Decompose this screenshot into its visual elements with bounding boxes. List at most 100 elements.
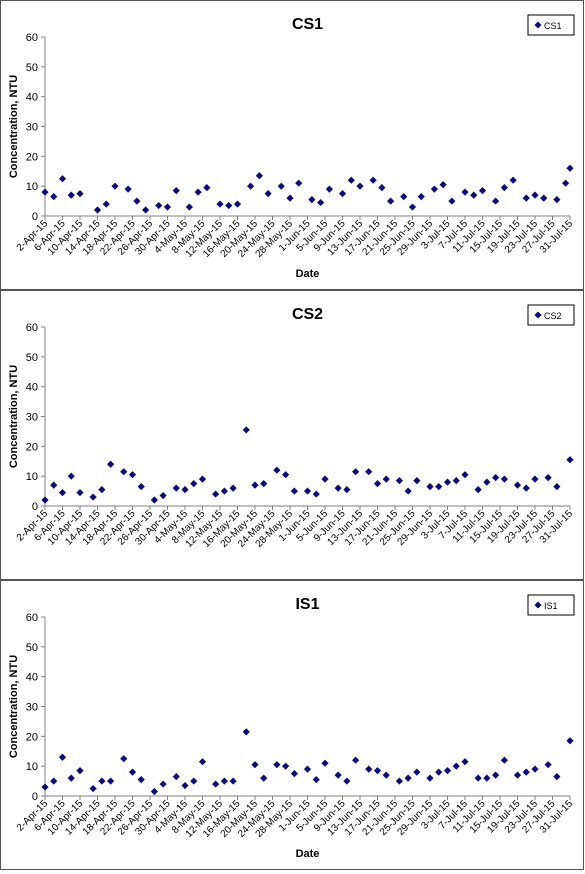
legend: IS1 — [527, 594, 575, 616]
x-axis-title: Date — [296, 848, 320, 860]
data-point — [522, 768, 530, 776]
data-point — [172, 484, 180, 492]
y-tick-label: 60 — [26, 322, 38, 334]
data-point — [277, 182, 285, 190]
data-point — [150, 496, 158, 504]
data-point — [562, 179, 570, 187]
data-point — [474, 485, 482, 494]
data-point — [452, 477, 460, 485]
data-point — [531, 191, 539, 199]
data-point — [273, 761, 281, 769]
data-point — [430, 185, 438, 193]
y-tick-label: 40 — [26, 382, 38, 394]
data-point — [172, 187, 180, 195]
y-axis-title: Concentration, NTU — [8, 365, 20, 468]
data-point — [452, 762, 460, 770]
data-point — [216, 200, 224, 208]
y-tick-label: 50 — [26, 352, 38, 364]
legend-box — [527, 304, 575, 326]
chart-svg-is1: IS101020304050602-Apr-156-Apr-1510-Apr-1… — [8, 594, 575, 860]
data-point — [448, 197, 456, 205]
data-point — [483, 774, 491, 782]
chart-title: IS1 — [295, 596, 319, 613]
data-point — [98, 777, 106, 785]
y-tick-label: 50 — [26, 62, 38, 74]
chart-title: CS2 — [292, 306, 323, 323]
data-point — [133, 197, 141, 205]
data-point — [194, 188, 202, 196]
data-point — [500, 475, 508, 483]
data-point — [395, 777, 403, 785]
data-point — [513, 481, 522, 489]
data-point — [229, 777, 237, 785]
data-point — [225, 201, 233, 210]
data-point — [325, 185, 333, 193]
data-point — [89, 784, 97, 793]
data-point — [50, 481, 58, 489]
data-point — [413, 477, 421, 485]
data-point — [198, 475, 207, 483]
data-point — [247, 182, 255, 190]
data-point — [492, 474, 500, 482]
data-point — [312, 775, 320, 784]
data-point — [347, 176, 355, 184]
data-point — [378, 184, 386, 192]
legend-marker — [534, 601, 542, 609]
data-point — [470, 191, 478, 199]
data-point — [400, 193, 408, 201]
data-point — [76, 488, 84, 497]
y-tick-label: 60 — [26, 612, 38, 624]
data-point — [172, 773, 180, 781]
y-tick-label: 60 — [26, 32, 38, 44]
data-point — [58, 175, 67, 183]
data-point — [492, 197, 500, 205]
data-point — [553, 483, 561, 491]
legend-label: CS1 — [544, 21, 562, 31]
data-point — [159, 491, 167, 500]
data-point — [474, 774, 482, 782]
data-point — [509, 176, 517, 184]
data-point — [373, 480, 382, 488]
data-point — [352, 468, 360, 476]
data-point — [531, 475, 539, 483]
x-axis-title: Date — [296, 268, 320, 280]
data-point — [260, 480, 268, 488]
y-tick-label: 40 — [26, 92, 38, 104]
data-point — [58, 488, 67, 497]
data-point — [163, 203, 172, 211]
data-point — [544, 474, 552, 482]
data-point — [102, 200, 110, 208]
data-point — [273, 466, 281, 474]
data-point — [220, 777, 228, 785]
data-point — [220, 487, 228, 495]
data-point — [522, 484, 530, 492]
y-tick-label: 30 — [26, 702, 38, 714]
chart-panel-cs1: CS1 0 10 20 30 40 50 60 2-Apr-15 6-Apr-15 10-Apr-1… — [0, 0, 584, 290]
data-point — [321, 475, 329, 483]
data-point — [308, 195, 316, 204]
data-point — [426, 774, 434, 782]
data-point — [483, 478, 491, 486]
data-point — [553, 195, 561, 204]
data-point — [435, 483, 443, 491]
legend-box — [527, 594, 575, 616]
y-tick-label: 0 — [32, 211, 38, 223]
data-point — [190, 480, 198, 488]
data-point — [492, 771, 500, 779]
data-point — [513, 771, 522, 779]
y-tick-label: 20 — [26, 151, 38, 163]
data-point — [338, 190, 347, 198]
legend-marker — [534, 311, 542, 319]
data-point — [282, 762, 290, 770]
data-point — [343, 777, 351, 785]
data-point — [426, 483, 434, 491]
data-point — [387, 197, 395, 205]
data-point — [67, 191, 75, 199]
data-point — [203, 184, 211, 192]
data-point — [404, 487, 412, 495]
data-point — [461, 471, 469, 479]
data-point — [461, 188, 469, 196]
data-point — [334, 771, 342, 779]
data-point — [120, 468, 128, 476]
data-point — [356, 182, 364, 190]
